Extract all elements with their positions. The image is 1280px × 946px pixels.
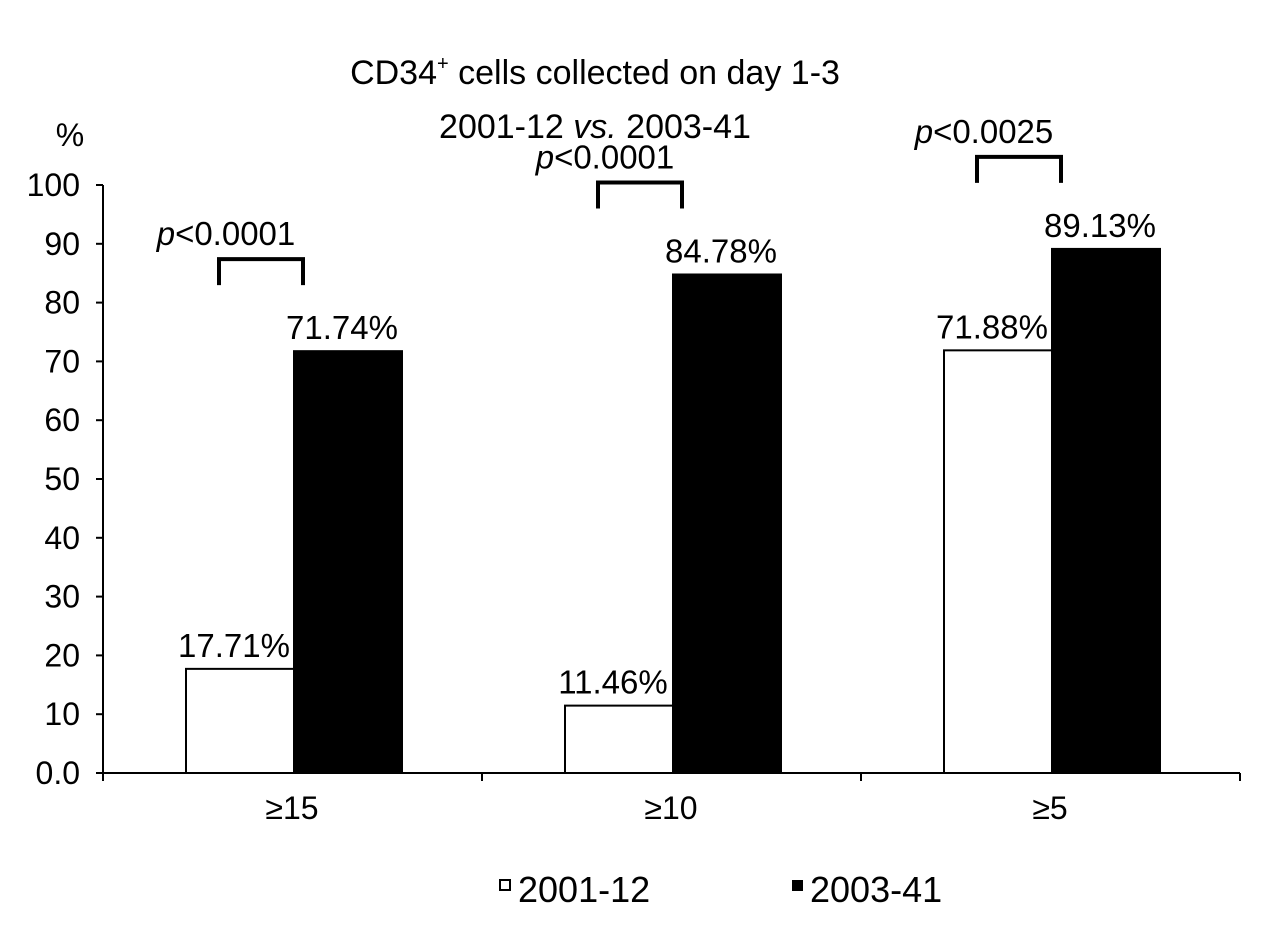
p-value-label: p<0.0001	[156, 215, 296, 252]
significance-bracket	[975, 154, 1063, 183]
chart-title-line1: CD34+ cells collected on day 1-3	[350, 53, 840, 92]
chart-title-line2: 2001-12 vs. 2003-41	[439, 108, 751, 146]
y-tick-label: 0.0	[36, 755, 80, 791]
significance-brackets: p<0.0001 p<0.0001 p<0.0025	[156, 113, 1063, 286]
data-label: 71.74%	[286, 309, 398, 346]
y-tick-label: 50	[44, 461, 80, 497]
legend-swatch-2001-12	[499, 879, 511, 891]
data-labels: 17.71% 71.74% 11.46% 84.78% 71.88% 89.13%	[178, 207, 1156, 701]
y-tick-label: 60	[44, 402, 80, 438]
bars	[185, 247, 1161, 775]
significance-bracket	[596, 180, 684, 209]
x-category-label: ≥15	[265, 790, 318, 826]
y-tick-label: 70	[44, 343, 80, 379]
legend: 2001-12 2003-41	[499, 869, 942, 910]
y-axis-label: %	[56, 117, 84, 153]
bar-2003-41-2	[1051, 247, 1161, 775]
bar-2001-12-0	[185, 667, 295, 774]
y-tick-label: 20	[44, 637, 80, 673]
y-tick-label: 30	[44, 579, 80, 615]
y-tick-label: 40	[44, 520, 80, 556]
legend-label-2003-41: 2003-41	[810, 869, 942, 910]
y-tick-label: 100	[27, 167, 80, 203]
y-tick-label: 80	[44, 285, 80, 321]
bar-2001-12-1	[564, 704, 674, 774]
legend-label-2001-12: 2001-12	[518, 869, 650, 910]
x-axis-ticks: ≥15 ≥10 ≥5	[102, 773, 1241, 826]
data-label: 11.46%	[558, 664, 667, 701]
y-axis-ticks: 0.0 10 20 30 40 50 60 70 80 90 100	[27, 167, 103, 791]
bar-2003-41-1	[672, 273, 782, 774]
x-category-label: ≥5	[1032, 790, 1067, 826]
data-label: 84.78%	[665, 232, 777, 269]
data-label: 89.13%	[1044, 207, 1156, 244]
x-category-label: ≥10	[644, 790, 697, 826]
p-value-label: p<0.0001	[535, 138, 675, 175]
significance-bracket	[217, 257, 305, 286]
p-value-label: p<0.0025	[914, 113, 1054, 150]
y-tick-label: 90	[44, 226, 80, 262]
bar-2001-12-2	[943, 349, 1053, 774]
legend-swatch-2003-41	[792, 880, 803, 891]
data-label: 17.71%	[178, 627, 290, 664]
bar-2003-41-0	[293, 350, 403, 774]
y-tick-label: 10	[44, 696, 80, 732]
data-label: 71.88%	[936, 308, 1048, 345]
